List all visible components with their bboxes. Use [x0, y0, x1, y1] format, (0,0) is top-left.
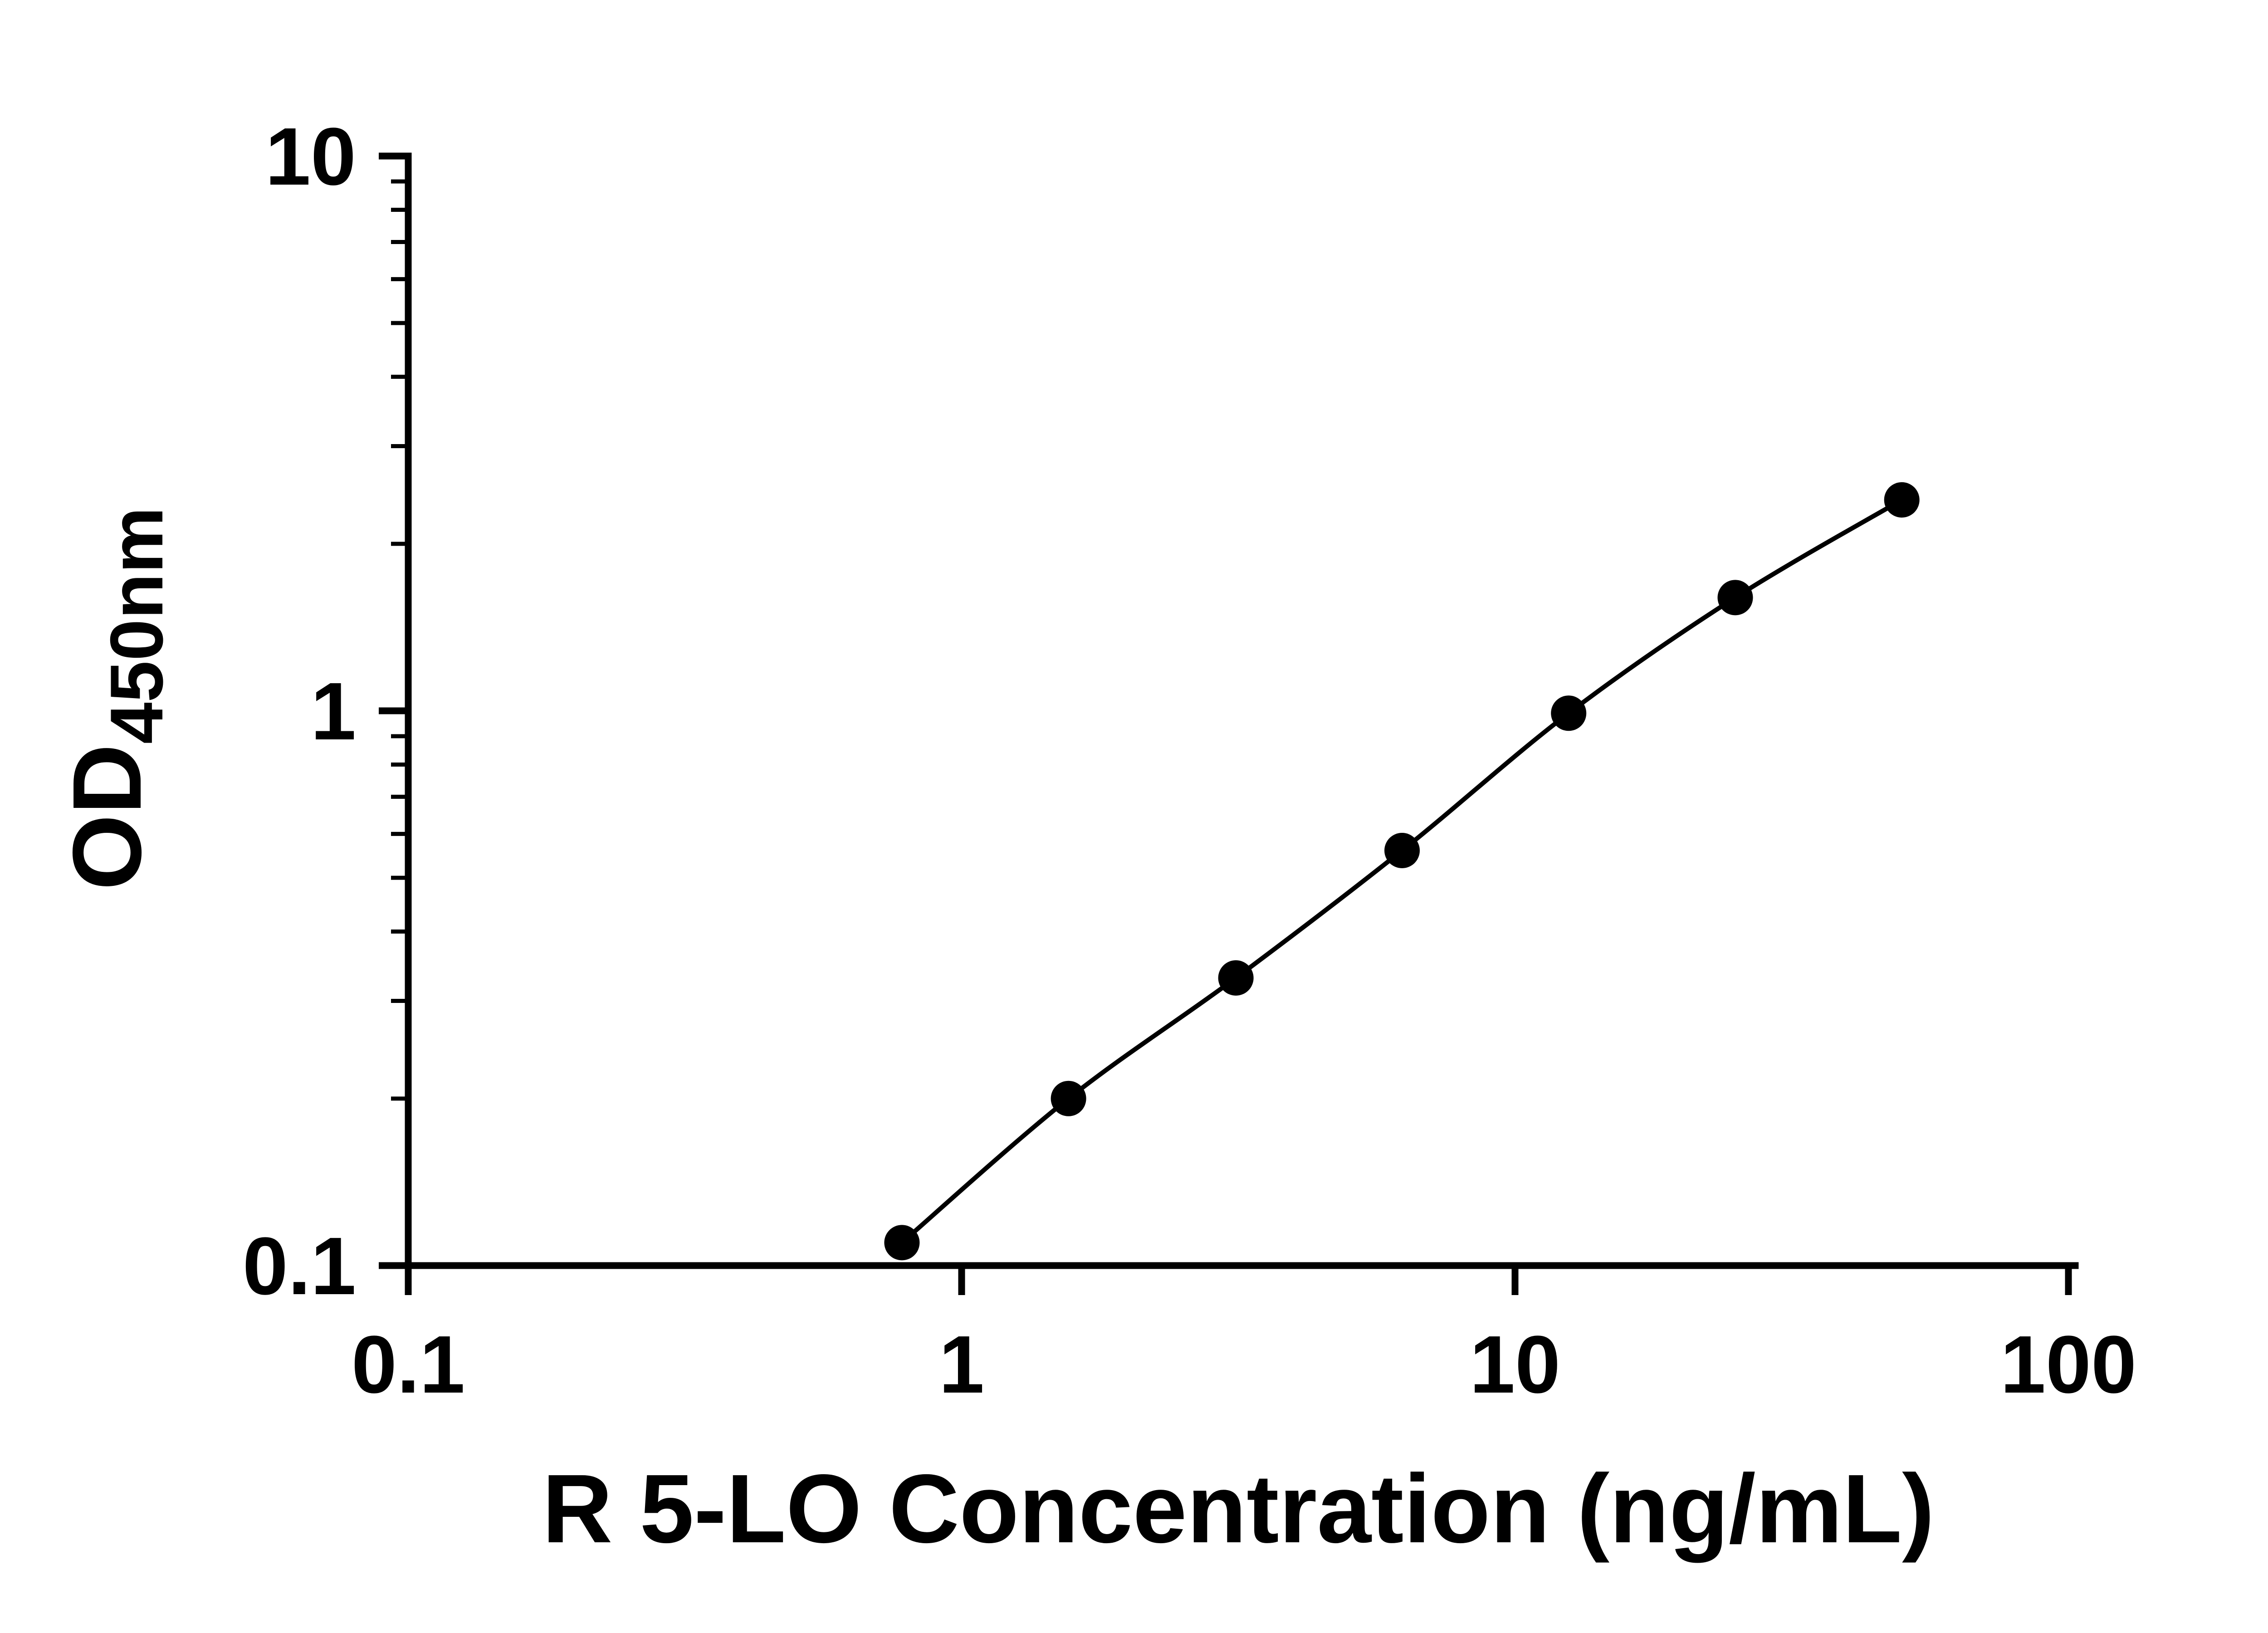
x-tick-label: 1	[939, 1319, 984, 1410]
x-axis-title: R 5-LO Concentration (ng/mL)	[542, 1454, 1935, 1563]
data-point-marker	[1884, 482, 1920, 518]
data-point-marker	[1551, 695, 1587, 731]
y-tick-label: 0.1	[243, 1221, 356, 1312]
curve-line	[900, 498, 1903, 1245]
data-point-marker	[1384, 833, 1420, 868]
data-point-marker	[1051, 1081, 1086, 1116]
axis-line	[405, 152, 2079, 1269]
data-point-marker	[1218, 960, 1254, 996]
x-tick-label: 10	[1470, 1319, 1560, 1410]
data-point-marker	[1717, 580, 1753, 616]
y-axis-title: OD450nm	[52, 507, 178, 890]
plot-area: 0.1 1 10 100 0.1 1 10	[243, 111, 2136, 1410]
y-axis-title-main: OD	[52, 744, 161, 890]
y-axis-title-sub: 450nm	[95, 507, 178, 744]
y-tick-label: 10	[265, 111, 356, 202]
x-tick-label: 100	[2000, 1319, 2136, 1410]
x-tick-label: 0.1	[352, 1319, 465, 1410]
data-point-marker	[884, 1225, 920, 1261]
y-tick-label: 1	[311, 666, 356, 757]
